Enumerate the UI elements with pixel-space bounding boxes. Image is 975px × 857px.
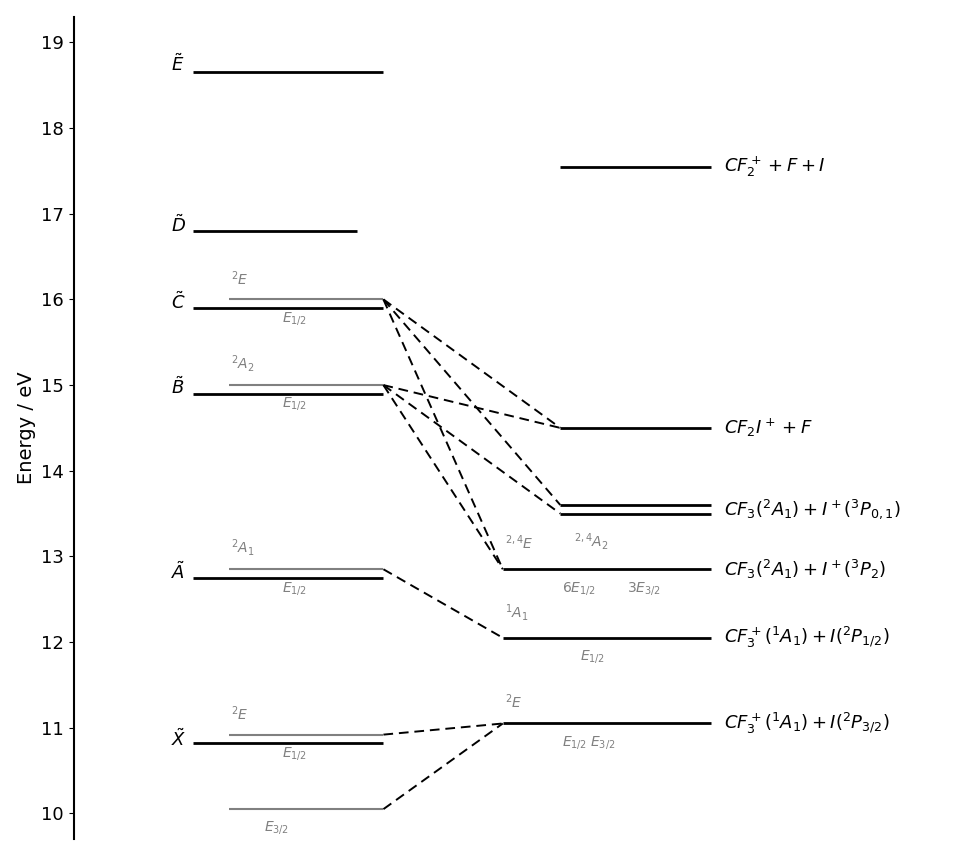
Text: $E_{1/2}$: $E_{1/2}$ bbox=[282, 745, 307, 762]
Text: $E_{3/2}$: $E_{3/2}$ bbox=[264, 819, 289, 836]
Text: $^2E$: $^2E$ bbox=[231, 270, 249, 288]
Text: $\tilde{X}$: $\tilde{X}$ bbox=[172, 728, 186, 750]
Text: $\tilde{C}$: $\tilde{C}$ bbox=[172, 291, 185, 313]
Text: $CF_2^+ + F + I$: $CF_2^+ + F + I$ bbox=[723, 154, 826, 179]
Text: $^2A_1$: $^2A_1$ bbox=[231, 537, 254, 558]
Text: $E_{1/2}$: $E_{1/2}$ bbox=[282, 395, 307, 412]
Text: $CF_3(^2A_1) + I^+(^3P_{0,1})$: $CF_3(^2A_1) + I^+(^3P_{0,1})$ bbox=[723, 497, 901, 521]
Text: $E_{1/2}$: $E_{1/2}$ bbox=[282, 309, 307, 327]
Text: $\tilde{D}$: $\tilde{D}$ bbox=[172, 214, 186, 236]
Text: $CF_2I^+ + F$: $CF_2I^+ + F$ bbox=[723, 417, 812, 439]
Text: $CF_3^+(^1A_1) + I(^2P_{3/2})$: $CF_3^+(^1A_1) + I(^2P_{3/2})$ bbox=[723, 711, 889, 736]
Text: $CF_3^+(^1A_1) + I(^2P_{1/2})$: $CF_3^+(^1A_1) + I(^2P_{1/2})$ bbox=[723, 626, 889, 650]
Y-axis label: Energy / eV: Energy / eV bbox=[17, 372, 36, 484]
Text: $^{2,4}A_2$: $^{2,4}A_2$ bbox=[573, 531, 608, 552]
Text: $6E_{1/2}$: $6E_{1/2}$ bbox=[562, 579, 596, 596]
Text: $\tilde{E}$: $\tilde{E}$ bbox=[172, 53, 184, 75]
Text: $^2A_2$: $^2A_2$ bbox=[231, 353, 254, 374]
Text: $3E_{3/2}$: $3E_{3/2}$ bbox=[627, 579, 660, 596]
Text: $\tilde{A}$: $\tilde{A}$ bbox=[172, 561, 185, 583]
Text: $^1A_1$: $^1A_1$ bbox=[505, 602, 528, 623]
Text: $\tilde{B}$: $\tilde{B}$ bbox=[172, 377, 184, 399]
Text: $E_{1/2}\;E_{3/2}$: $E_{1/2}\;E_{3/2}$ bbox=[562, 734, 615, 751]
Text: $^{2,4}E$: $^{2,4}E$ bbox=[505, 534, 533, 552]
Text: $E_{1/2}$: $E_{1/2}$ bbox=[580, 648, 604, 665]
Text: $CF_3(^2A_1) + I^+(^3P_2)$: $CF_3(^2A_1) + I^+(^3P_2)$ bbox=[723, 558, 886, 581]
Text: $^2E$: $^2E$ bbox=[231, 704, 249, 723]
Text: $E_{1/2}$: $E_{1/2}$ bbox=[282, 579, 307, 596]
Text: $^2E$: $^2E$ bbox=[505, 692, 522, 710]
